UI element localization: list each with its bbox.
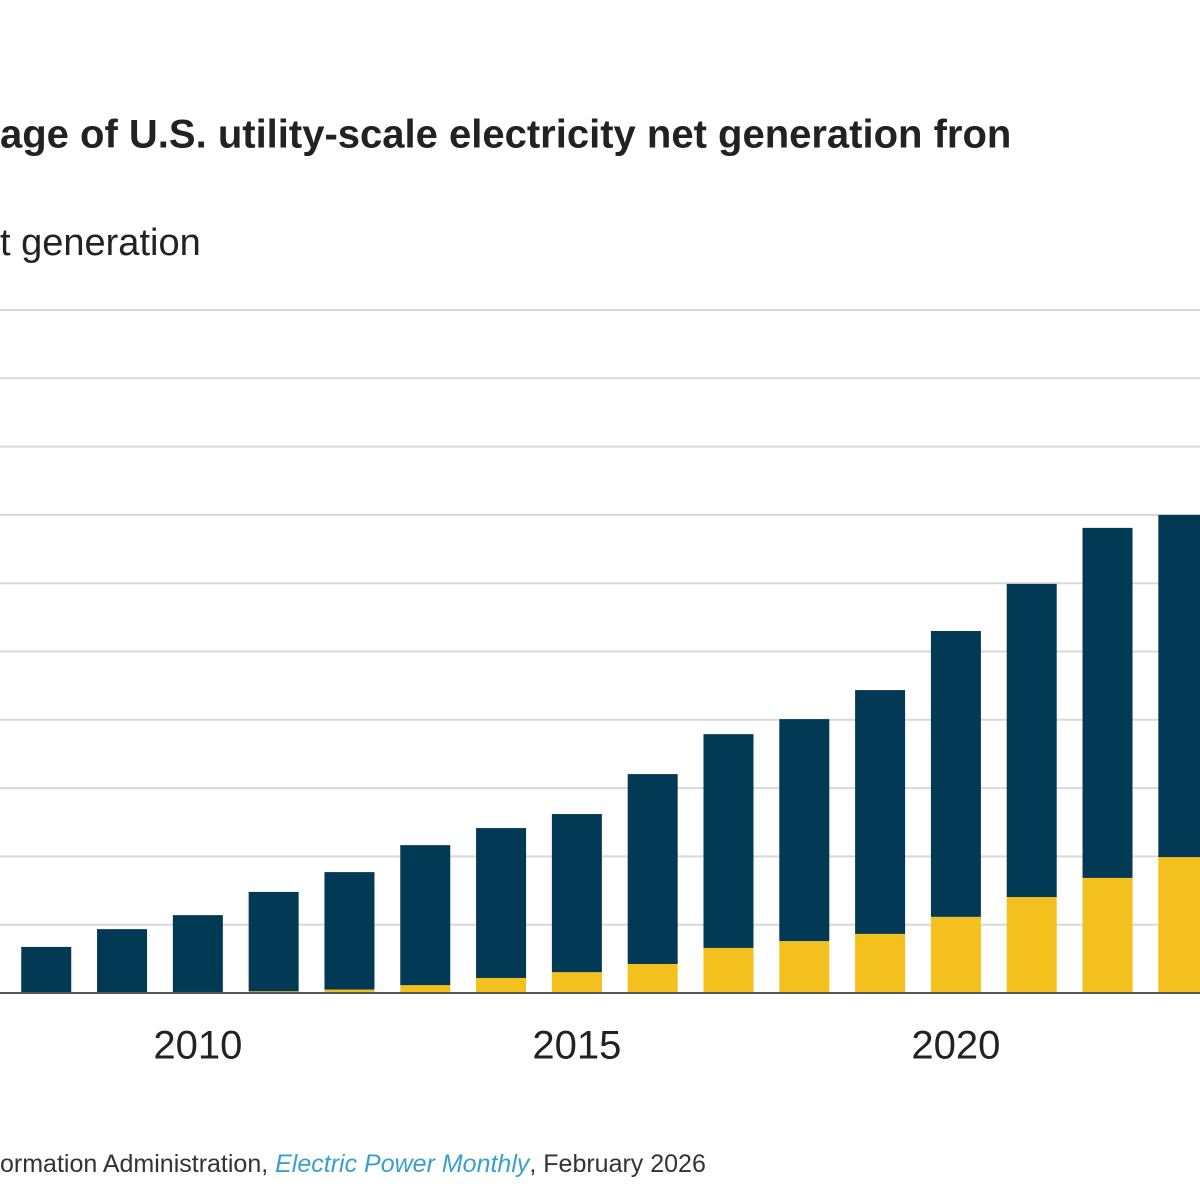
bar-segment <box>476 828 527 978</box>
source-text: ormation Administration, <box>0 1150 275 1178</box>
source-publication: Electric Power Monthly <box>275 1150 531 1178</box>
bar-segment <box>855 690 906 934</box>
bar-segment <box>551 972 602 993</box>
bar-segment <box>21 946 72 993</box>
bar-segment <box>324 872 375 990</box>
bar-segment <box>172 915 223 992</box>
chart-subtitle: t generation <box>0 222 201 264</box>
bar-segment <box>1158 857 1200 993</box>
bar-segment <box>1006 897 1057 993</box>
bar-segment <box>930 916 981 993</box>
bar-segment <box>855 933 906 993</box>
chart-title: age of U.S. utility-scale electricity ne… <box>0 113 1011 157</box>
source-note: ormation Administration, Electric Power … <box>0 1150 706 1178</box>
bar-segment <box>476 977 527 993</box>
source-date: , February 2026 <box>529 1150 706 1178</box>
bar-segment <box>400 845 451 986</box>
bar-segment <box>1006 583 1057 898</box>
bar-segment <box>779 941 830 993</box>
bar-segment <box>703 734 754 948</box>
bar-segment <box>324 989 375 993</box>
bar-segment <box>627 774 678 964</box>
bar-segment <box>97 929 148 993</box>
bar-segment <box>1158 514 1200 858</box>
bar-segment <box>1082 877 1133 993</box>
x-tick-label: 2015 <box>532 1024 621 1068</box>
x-tick-label: 2010 <box>153 1024 242 1068</box>
bar-segment <box>248 891 299 992</box>
bar-segment <box>400 985 451 993</box>
bar-segment <box>703 947 754 993</box>
bar-segment <box>930 631 981 917</box>
bar-segment <box>779 719 830 942</box>
bar-segment <box>1082 527 1133 878</box>
bar-segment <box>551 814 602 973</box>
bar-segment <box>627 963 678 993</box>
x-tick-label: 2020 <box>911 1024 1000 1068</box>
